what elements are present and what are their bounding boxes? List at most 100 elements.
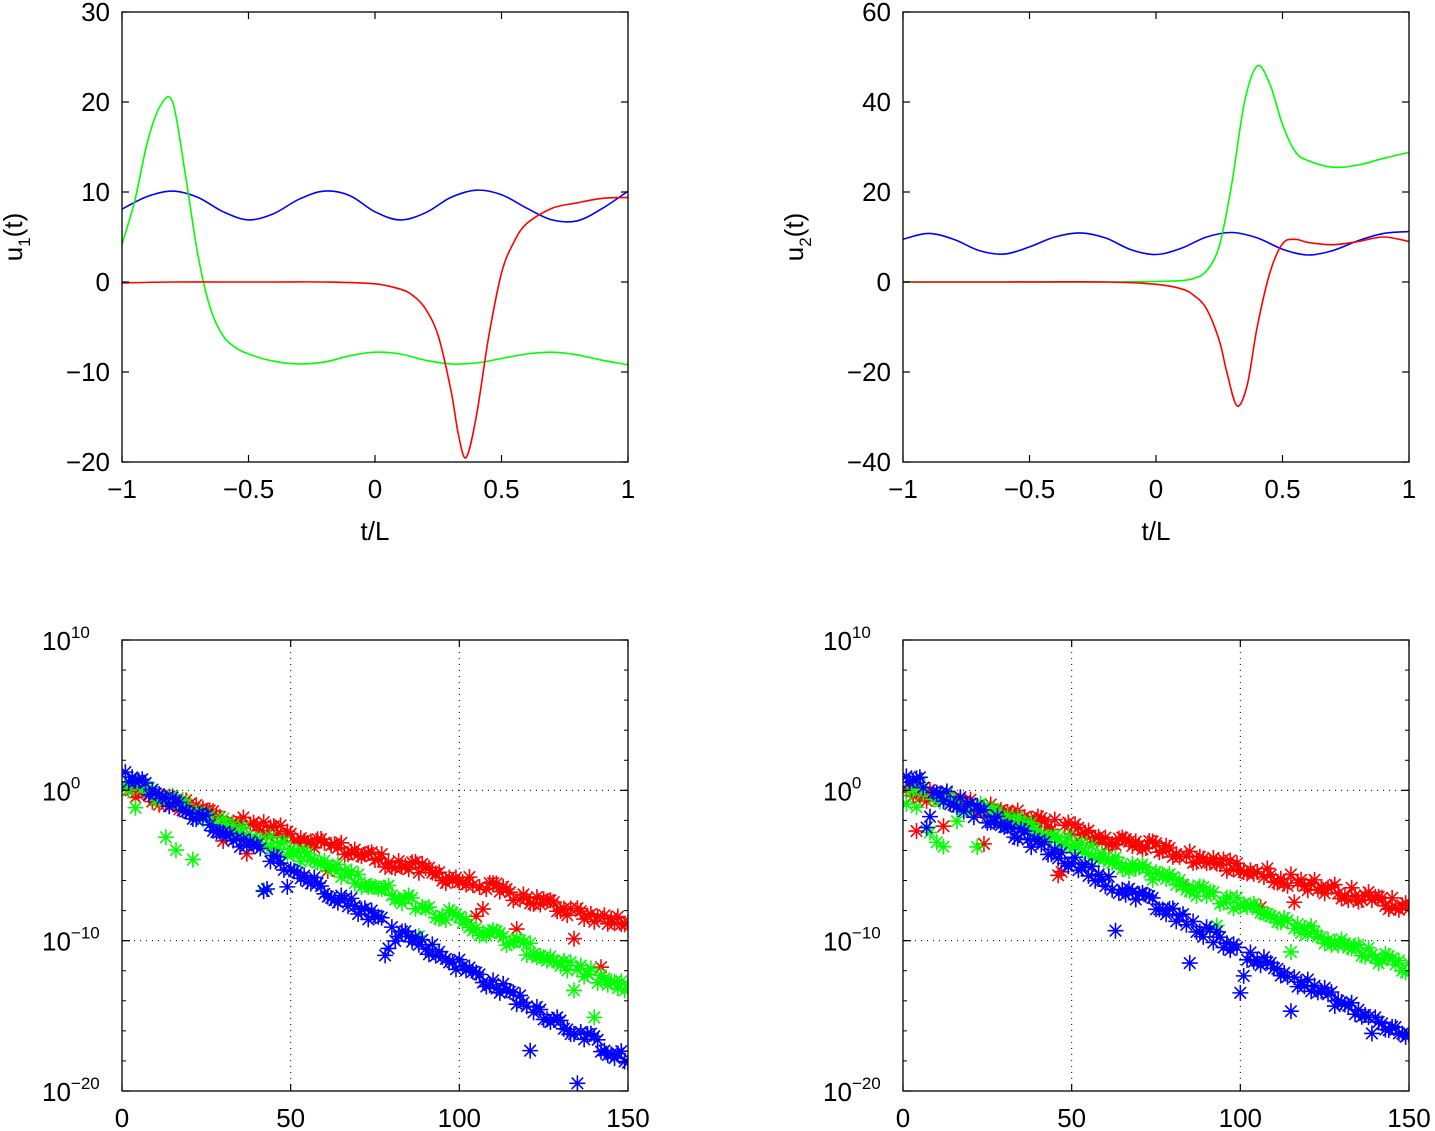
- x-tick-label: 1: [1402, 474, 1416, 504]
- data-point: [582, 960, 599, 977]
- chart-panel-2: −1 −0.5 0 0.5 1 −40 −20 0 20 40 60 t/L u2(t): [779, 0, 1416, 546]
- series-line-2: [903, 64, 1409, 283]
- data-point: [252, 840, 269, 857]
- data-point: [1387, 1019, 1404, 1036]
- y-tick-label: 60: [862, 0, 891, 27]
- series-line-3: [903, 236, 1409, 407]
- data-point: [1185, 913, 1202, 930]
- data-point: [127, 799, 144, 816]
- data-point: [275, 834, 292, 851]
- data-point: [969, 838, 986, 855]
- x-tick-label: 0: [368, 474, 382, 504]
- data-point: [1215, 851, 1232, 868]
- y-tick-label: 100: [42, 773, 80, 806]
- y-tick-label: 10−20: [823, 1074, 881, 1107]
- y-tick-label: 1010: [42, 623, 90, 656]
- data-point: [522, 1042, 539, 1059]
- data-point: [137, 775, 154, 792]
- x-tick-label: 0: [896, 1103, 910, 1131]
- y-axis-label: u1(t): [0, 213, 34, 261]
- data-point: [505, 984, 522, 1001]
- data-point: [1100, 868, 1117, 885]
- data-point: [589, 1031, 606, 1048]
- data-point: [343, 863, 360, 880]
- axes-box: [902, 639, 1410, 1092]
- data-point: [356, 900, 373, 917]
- data-point: [1401, 901, 1409, 918]
- y-tick-label: 30: [81, 0, 110, 27]
- data-point: [975, 835, 992, 852]
- series-line-3: [122, 196, 628, 459]
- x-tick-label: −0.5: [223, 474, 274, 504]
- x-axis-label: t/L: [1142, 516, 1171, 546]
- y-tick-label: 10−20: [42, 1074, 100, 1107]
- data-point: [975, 801, 992, 818]
- x-tick-label: 150: [1387, 1103, 1430, 1131]
- data-point: [380, 940, 397, 957]
- data-point: [262, 828, 279, 845]
- data-point: [167, 842, 184, 859]
- data-point: [620, 976, 628, 993]
- data-point: [1110, 854, 1127, 871]
- x-tick-label: 0: [1149, 474, 1163, 504]
- data-point: [174, 802, 191, 819]
- data-point: [1083, 837, 1100, 854]
- data-point: [586, 1009, 603, 1026]
- y-tick-label: −10: [66, 357, 110, 387]
- data-point: [566, 982, 583, 999]
- y-tick-label: 10: [81, 177, 110, 207]
- data-point: [262, 853, 279, 870]
- series-markers-2: [122, 772, 628, 1026]
- data-point: [938, 783, 955, 800]
- data-point: [918, 819, 935, 836]
- x-tick-label: 1: [621, 474, 635, 504]
- x-tick-label: −1: [107, 474, 137, 504]
- data-point: [1374, 952, 1391, 969]
- data-point: [157, 829, 174, 846]
- data-point: [1107, 922, 1124, 939]
- data-point: [279, 878, 296, 895]
- data-point: [1235, 967, 1252, 984]
- data-point: [1067, 849, 1084, 866]
- data-point: [333, 869, 350, 886]
- data-point: [1323, 984, 1340, 1001]
- data-point: [1370, 888, 1387, 905]
- data-point: [272, 855, 289, 872]
- data-point: [316, 834, 333, 851]
- data-point: [620, 914, 628, 931]
- y-tick-label: 1010: [823, 623, 871, 656]
- data-point: [184, 851, 201, 868]
- data-point: [390, 853, 407, 870]
- axes-box: [902, 11, 1410, 463]
- data-point: [1350, 936, 1367, 953]
- plot-area: [903, 64, 1409, 407]
- y-tick-label: −20: [847, 357, 891, 387]
- data-point: [948, 813, 965, 830]
- data-point: [1232, 984, 1249, 1001]
- y-tick-label: 100: [823, 773, 861, 806]
- data-point: [1046, 811, 1063, 828]
- series-line-2: [122, 95, 628, 366]
- data-point: [572, 957, 589, 974]
- data-point: [569, 1075, 586, 1091]
- plot-area: [122, 764, 628, 1091]
- data-point: [1036, 833, 1053, 850]
- data-point: [620, 1054, 628, 1071]
- data-point: [1205, 884, 1222, 901]
- data-point: [1228, 939, 1245, 956]
- data-point: [447, 961, 464, 978]
- data-point: [461, 869, 478, 886]
- data-point: [1228, 855, 1245, 872]
- y-tick-label: −40: [847, 447, 891, 477]
- x-tick-label: 0: [115, 1103, 129, 1131]
- x-tick-label: 100: [438, 1103, 481, 1131]
- data-point: [1181, 955, 1198, 972]
- data-point: [370, 908, 387, 925]
- data-point: [935, 818, 952, 835]
- plot-area: [903, 768, 1409, 1045]
- data-point: [474, 900, 491, 917]
- series-markers-3: [903, 768, 1409, 1045]
- x-axis-label: t/L: [361, 516, 390, 546]
- y-tick-label: 0: [96, 267, 110, 297]
